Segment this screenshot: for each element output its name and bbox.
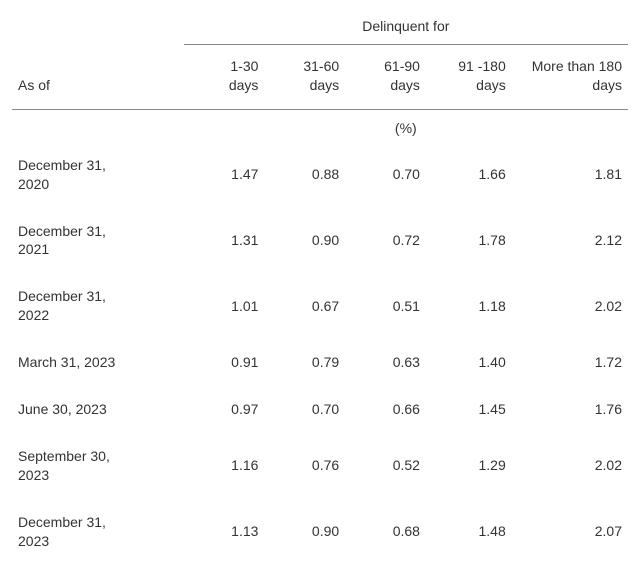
row-label-line2: 2023 <box>18 533 49 549</box>
cell-value: 1.81 <box>512 142 628 208</box>
cell-value: 1.01 <box>184 273 265 339</box>
row-label-line1: June 30, 2023 <box>18 401 107 417</box>
cell-value: 2.12 <box>512 208 628 274</box>
cell-value: 2.02 <box>512 273 628 339</box>
cell-value: 0.70 <box>264 386 345 433</box>
header-row: As of 1-30 days 31-60 days 61-90 days 91… <box>12 45 628 110</box>
col-header-4: More than 180 days <box>512 45 628 110</box>
table-row: September 30, 2023 1.160.760.521.292.02 <box>12 433 628 499</box>
row-label: December 31, 2020 <box>12 142 184 208</box>
col-header-0: 1-30 days <box>184 45 265 110</box>
cell-value: 1.47 <box>184 142 265 208</box>
cell-value: 0.79 <box>264 339 345 386</box>
cell-value: 1.40 <box>426 339 512 386</box>
col-header-0-line2: days <box>229 77 259 93</box>
cell-value: 1.48 <box>426 499 512 565</box>
col-header-3: 91 -180 days <box>426 45 512 110</box>
cell-value: 1.16 <box>184 433 265 499</box>
spanner-label: Delinquent for <box>184 10 628 45</box>
cell-value: 0.97 <box>184 386 265 433</box>
col-header-3-line1: 91 -180 <box>458 58 505 74</box>
table-row: December 31, 2023 1.130.900.681.482.07 <box>12 499 628 565</box>
spanner-row: Delinquent for <box>12 10 628 45</box>
cell-value: 1.18 <box>426 273 512 339</box>
cell-value: 1.31 <box>184 208 265 274</box>
row-label-line1: December 31, <box>18 288 106 304</box>
row-label-line2: 2020 <box>18 176 49 192</box>
col-header-1-line2: days <box>310 77 340 93</box>
row-label: September 30, 2023 <box>12 433 184 499</box>
cell-value: 0.88 <box>264 142 345 208</box>
cell-value: 1.13 <box>184 499 265 565</box>
cell-value: 0.90 <box>264 208 345 274</box>
row-label: June 30, 2023 <box>12 386 184 433</box>
row-label-line1: September 30, <box>18 448 110 464</box>
row-label-line1: December 31, <box>18 223 106 239</box>
unit-row: (%) <box>12 109 628 142</box>
asof-header: As of <box>12 45 184 110</box>
col-header-1-line1: 31-60 <box>303 58 339 74</box>
table-row: June 30, 2023 0.970.700.661.451.76 <box>12 386 628 433</box>
col-header-4-line2: days <box>592 77 622 93</box>
cell-value: 0.68 <box>345 499 426 565</box>
row-label-line2: 2022 <box>18 307 49 323</box>
row-label-line1: December 31, <box>18 157 106 173</box>
row-label: March 31, 2023 <box>12 339 184 386</box>
table-row: December 31, 2020 1.470.880.701.661.81 <box>12 142 628 208</box>
unit-blank <box>12 109 184 142</box>
col-header-4-line1: More than 180 <box>532 58 622 74</box>
col-header-1: 31-60 days <box>264 45 345 110</box>
cell-value: 1.66 <box>426 142 512 208</box>
table-row: December 31, 2021 1.310.900.721.782.12 <box>12 208 628 274</box>
cell-value: 0.52 <box>345 433 426 499</box>
row-label: December 31, 2023 <box>12 499 184 565</box>
cell-value: 0.91 <box>184 339 265 386</box>
cell-value: 0.70 <box>345 142 426 208</box>
cell-value: 0.90 <box>264 499 345 565</box>
row-label: December 31, 2022 <box>12 273 184 339</box>
cell-value: 2.02 <box>512 433 628 499</box>
cell-value: 0.63 <box>345 339 426 386</box>
col-header-2: 61-90 days <box>345 45 426 110</box>
cell-value: 1.72 <box>512 339 628 386</box>
table-row: December 31, 2022 1.010.670.511.182.02 <box>12 273 628 339</box>
cell-value: 1.76 <box>512 386 628 433</box>
row-label-line1: March 31, 2023 <box>18 354 115 370</box>
spanner-blank <box>12 10 184 45</box>
cell-value: 0.72 <box>345 208 426 274</box>
row-label-line2: 2023 <box>18 467 49 483</box>
col-header-2-line1: 61-90 <box>384 58 420 74</box>
row-label-line1: December 31, <box>18 514 106 530</box>
cell-value: 2.07 <box>512 499 628 565</box>
cell-value: 0.76 <box>264 433 345 499</box>
col-header-3-line2: days <box>476 77 506 93</box>
unit-label: (%) <box>184 109 628 142</box>
cell-value: 0.67 <box>264 273 345 339</box>
cell-value: 1.78 <box>426 208 512 274</box>
delinquency-table: Delinquent for As of 1-30 days 31-60 day… <box>12 10 628 564</box>
row-label-line2: 2021 <box>18 241 49 257</box>
col-header-0-line1: 1-30 <box>230 58 258 74</box>
cell-value: 0.66 <box>345 386 426 433</box>
table-row: March 31, 2023 0.910.790.631.401.72 <box>12 339 628 386</box>
row-label: December 31, 2021 <box>12 208 184 274</box>
cell-value: 1.45 <box>426 386 512 433</box>
cell-value: 1.29 <box>426 433 512 499</box>
cell-value: 0.51 <box>345 273 426 339</box>
col-header-2-line2: days <box>390 77 420 93</box>
